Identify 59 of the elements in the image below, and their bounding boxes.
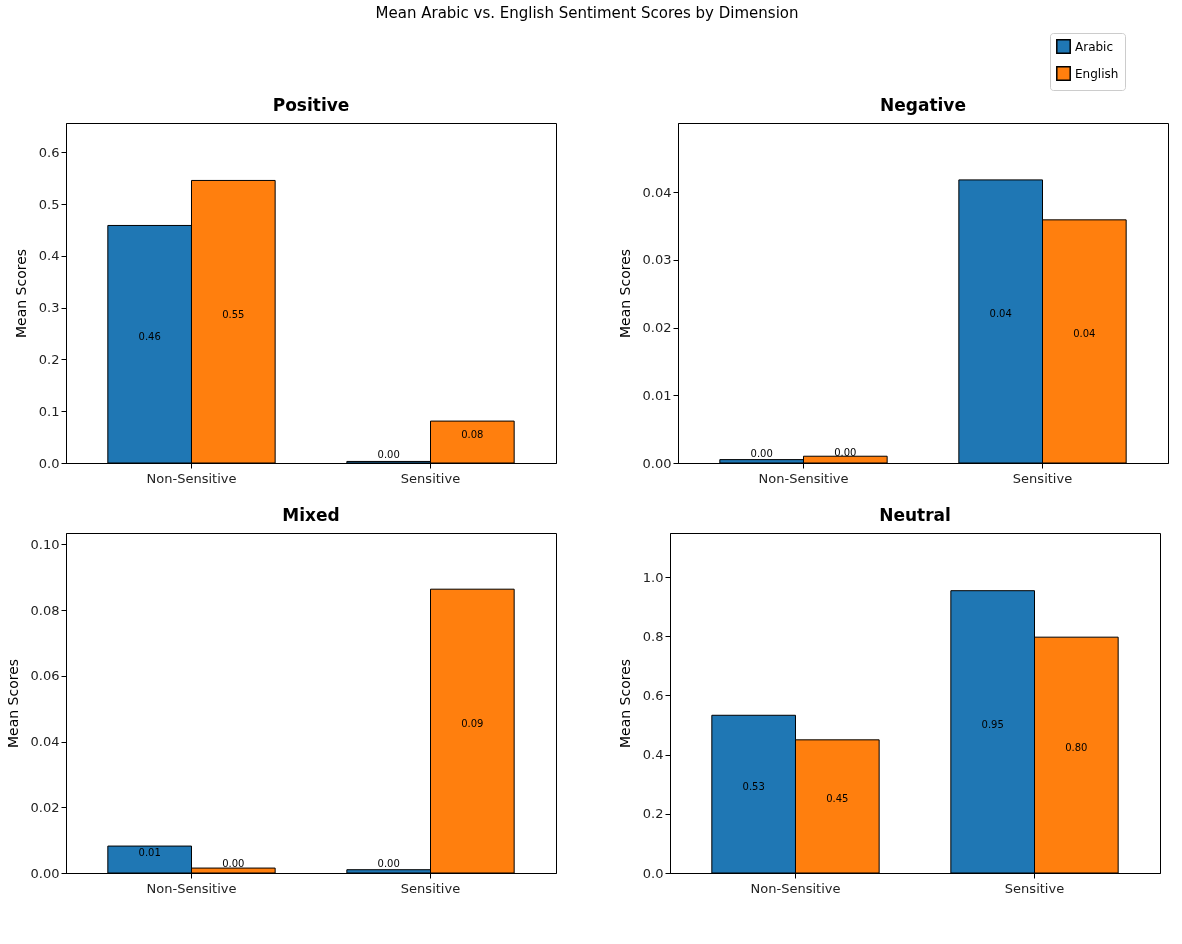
y-tick-label: 0.8	[642, 628, 664, 644]
data-label: 0.00	[834, 446, 857, 458]
y-tick-label: 0.0	[38, 455, 60, 471]
y-tick-label: 0.4	[38, 248, 60, 264]
data-label: 0.55	[222, 308, 245, 320]
y-tick-label: 0.10	[30, 537, 60, 552]
x-tick-label: Non-Sensitive	[758, 470, 849, 486]
data-label: 0.00	[222, 857, 245, 869]
data-label: 0.95	[981, 718, 1004, 730]
y-tick-label: 0.06	[30, 668, 60, 684]
x-tick-label: Non-Sensitive	[146, 470, 237, 486]
y-axis-title: Mean Scores	[4, 658, 21, 749]
data-label: 0.04	[1073, 328, 1096, 340]
data-label: 0.45	[826, 793, 849, 805]
data-label: 0.80	[1065, 742, 1088, 754]
y-tick-label: 0.0	[642, 865, 664, 881]
data-label: 0.04	[989, 308, 1012, 320]
x-tick-label: Sensitive	[400, 880, 461, 896]
y-tick-label: 0.5	[38, 196, 60, 212]
y-tick-label: 0.2	[38, 352, 60, 367]
y-tick-label: 0.04	[642, 184, 672, 200]
chart-title: Negative	[880, 95, 966, 115]
y-tick-label: 0.1	[38, 403, 60, 419]
x-tick-label: Sensitive	[1012, 470, 1073, 486]
y-axis-title: Mean Scores	[616, 658, 633, 749]
y-tick-label: 0.3	[38, 300, 60, 316]
legend-label: Arabic	[1075, 39, 1114, 54]
data-label: 0.00	[377, 449, 400, 461]
y-tick-label: 0.08	[30, 602, 60, 618]
chart-title: Neutral	[879, 505, 951, 525]
y-tick-label: 0.02	[642, 320, 672, 336]
chart-title: Positive	[272, 95, 350, 115]
data-label: 0.01	[138, 846, 161, 858]
y-tick-label: 0.02	[30, 799, 60, 815]
y-tick-label: 0.01	[642, 387, 672, 403]
data-label: 0.00	[750, 448, 773, 460]
y-tick-label: 1.0	[642, 569, 664, 585]
x-tick-label: Sensitive	[1004, 880, 1065, 896]
x-tick-label: Sensitive	[400, 470, 461, 486]
y-tick-label: 0.04	[30, 734, 60, 750]
y-tick-label: 0.00	[30, 865, 60, 881]
data-label: 0.08	[461, 429, 484, 441]
y-tick-label: 0.6	[38, 145, 60, 160]
data-label: 0.00	[377, 858, 400, 870]
y-tick-label: 0.03	[642, 252, 672, 268]
data-label: 0.46	[138, 331, 161, 343]
y-tick-label: 0.2	[642, 806, 664, 822]
data-label: 0.53	[742, 781, 765, 793]
x-tick-label: Non-Sensitive	[146, 880, 237, 896]
text: Mean Arabic vs. English Sentiment Scores by Dimension	[375, 3, 799, 22]
chart-title: Mixed	[282, 505, 340, 525]
data-label: 0.09	[461, 718, 484, 730]
y-axis-title: Mean Scores	[12, 248, 29, 339]
x-tick-label: Non-Sensitive	[750, 880, 841, 896]
y-axis-title: Mean Scores	[616, 248, 633, 339]
legend-label: English	[1075, 66, 1119, 81]
y-tick-label: 0.00	[642, 455, 672, 471]
y-tick-label: 0.6	[642, 687, 664, 703]
y-tick-label: 0.4	[642, 747, 664, 763]
